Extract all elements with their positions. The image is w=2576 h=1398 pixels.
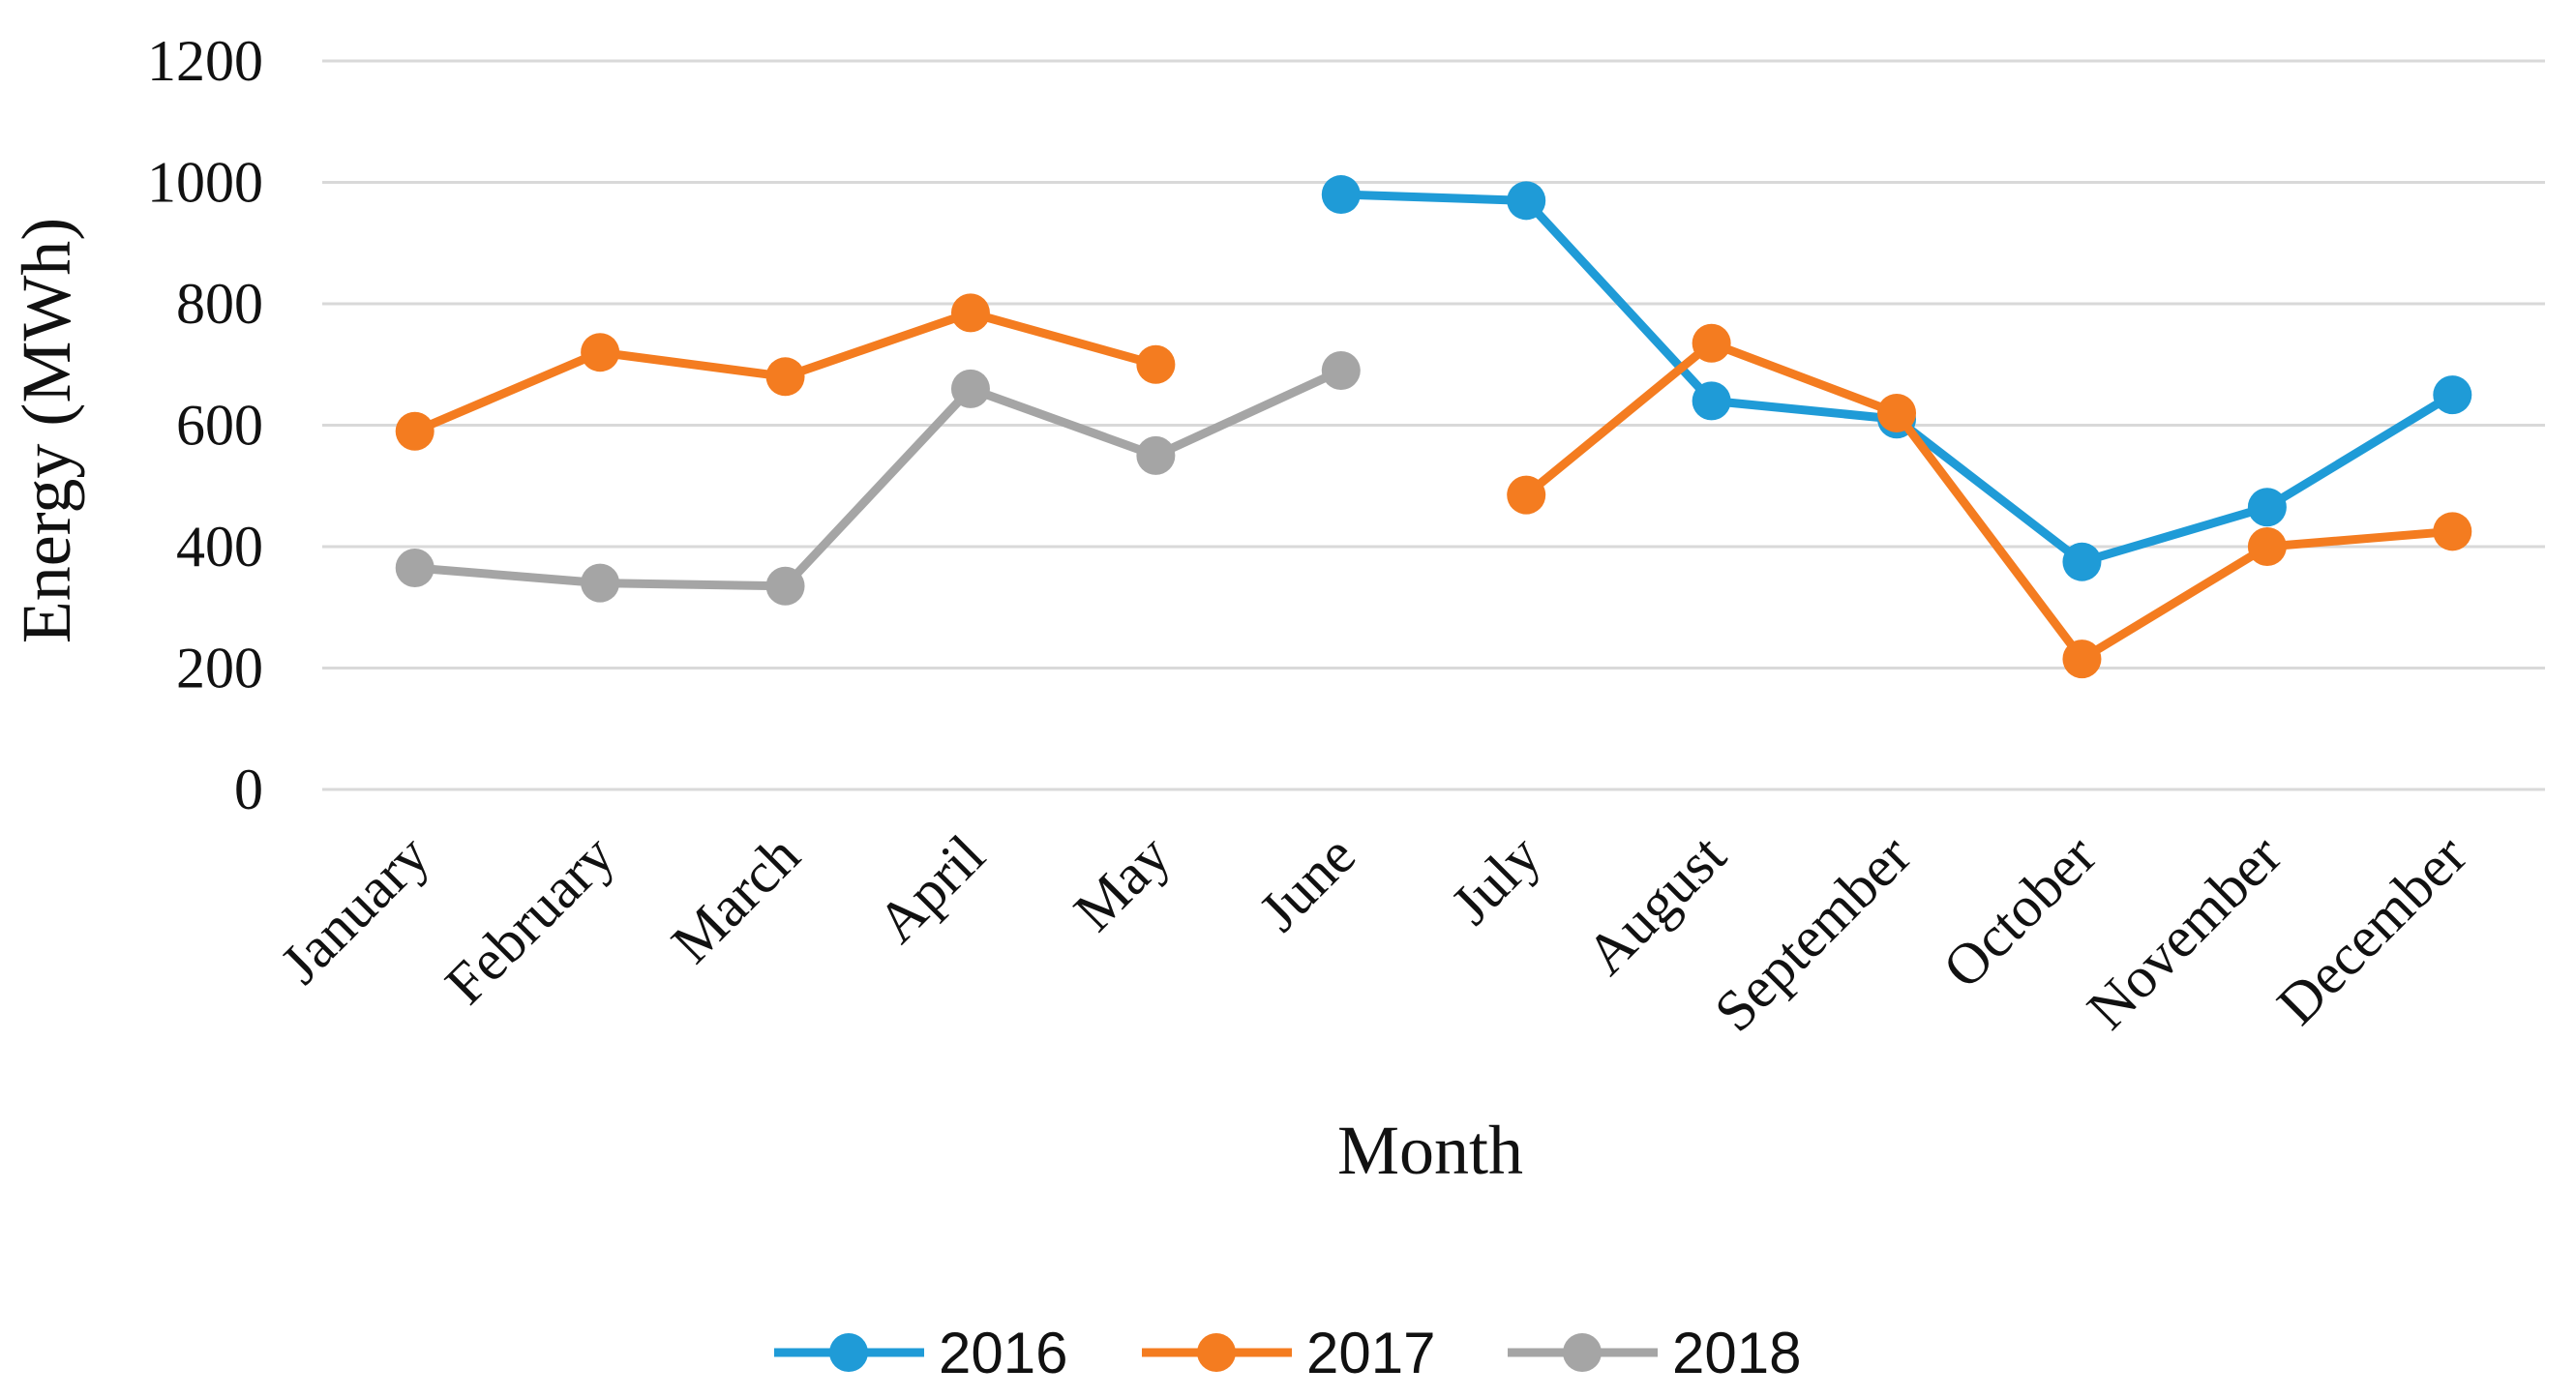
legend-label: 2016 bbox=[939, 1321, 1067, 1385]
legend-label: 2017 bbox=[1306, 1321, 1435, 1385]
data-point bbox=[1136, 344, 1176, 384]
data-point bbox=[950, 369, 990, 408]
legend-swatch-marker bbox=[1197, 1333, 1236, 1372]
legend-swatch-marker bbox=[829, 1333, 868, 1372]
y-tick-label: 600 bbox=[176, 394, 263, 458]
data-point bbox=[950, 293, 990, 333]
data-point bbox=[2062, 542, 2102, 581]
data-point bbox=[1692, 323, 1731, 363]
data-point bbox=[2247, 488, 2287, 527]
y-tick-label: 0 bbox=[234, 758, 263, 821]
data-point bbox=[1136, 435, 1176, 475]
x-tick-label: January bbox=[268, 823, 441, 996]
data-point bbox=[1321, 351, 1361, 391]
y-tick-label: 800 bbox=[176, 272, 263, 336]
data-point bbox=[1692, 381, 1731, 421]
data-point bbox=[2247, 527, 2287, 566]
data-point bbox=[1877, 393, 1917, 432]
y-tick-label: 1000 bbox=[147, 151, 263, 215]
data-point bbox=[2433, 512, 2472, 551]
x-tick-label: February bbox=[433, 823, 626, 1017]
y-axis-title: Energy (MWh) bbox=[8, 218, 85, 644]
series-line bbox=[410, 366, 1346, 591]
data-point bbox=[1507, 475, 1546, 515]
legend-item-2016: 2016 bbox=[774, 1321, 1067, 1385]
legend-label: 2018 bbox=[1672, 1321, 1801, 1385]
x-axis-title: Month bbox=[1337, 1112, 1523, 1189]
x-tick-label: March bbox=[659, 823, 811, 975]
data-point bbox=[2062, 640, 2102, 679]
legend-swatch-marker bbox=[1563, 1333, 1602, 1372]
data-point bbox=[581, 563, 620, 603]
data-point bbox=[765, 357, 805, 397]
data-point bbox=[1507, 181, 1546, 221]
gridlines bbox=[322, 59, 2545, 791]
data-point bbox=[765, 566, 805, 606]
x-tick-label: May bbox=[1062, 823, 1182, 943]
x-tick-label: April bbox=[865, 823, 997, 955]
x-tick-label: November bbox=[2075, 823, 2293, 1042]
series-line bbox=[1521, 339, 2457, 664]
y-tick-label: 200 bbox=[176, 637, 263, 700]
y-tick-label: 400 bbox=[176, 515, 263, 579]
x-tick-label: July bbox=[1439, 823, 1552, 937]
legend-item-2017: 2017 bbox=[1142, 1321, 1435, 1385]
data-point bbox=[1321, 175, 1361, 215]
data-point bbox=[581, 333, 620, 372]
x-tick-label: June bbox=[1247, 823, 1367, 943]
data-point bbox=[395, 548, 434, 587]
y-tick-label: 1200 bbox=[147, 29, 263, 93]
x-tick-label: December bbox=[2265, 823, 2479, 1037]
legend: 2016 2017 2018 bbox=[774, 1321, 1801, 1385]
x-tick-label: August bbox=[1574, 822, 1738, 986]
series-2018 bbox=[395, 351, 1361, 606]
legend-item-2018: 2018 bbox=[1508, 1321, 1801, 1385]
y-axis-ticks: 0 200 400 600 800 1000 1200 bbox=[147, 29, 263, 821]
series-layer bbox=[395, 175, 2472, 679]
data-point bbox=[2433, 375, 2472, 415]
x-tick-label: October bbox=[1931, 823, 2108, 1000]
series-2017 bbox=[395, 293, 2472, 679]
data-point bbox=[395, 411, 434, 451]
series-2016 bbox=[1321, 175, 2472, 581]
x-tick-label: September bbox=[1702, 823, 1923, 1044]
